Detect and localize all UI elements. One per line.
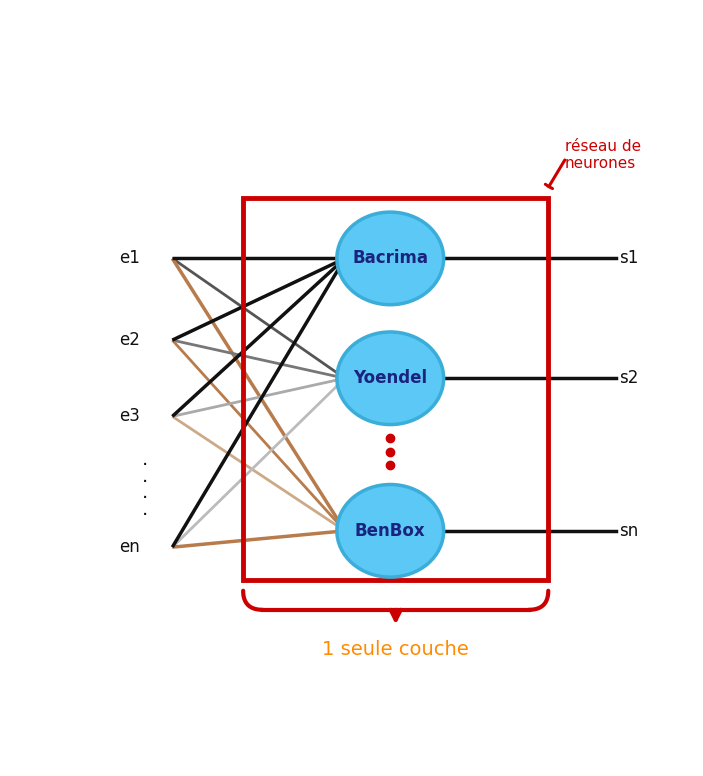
Text: e1: e1 (119, 249, 140, 268)
Ellipse shape (337, 484, 444, 577)
Text: réseau de
neurones: réseau de neurones (565, 139, 640, 171)
Text: s1: s1 (619, 249, 638, 268)
Text: en: en (119, 538, 140, 556)
Text: .: . (142, 500, 148, 518)
Text: Yoendel: Yoendel (353, 369, 427, 387)
Text: e2: e2 (119, 331, 140, 349)
Text: .: . (142, 467, 148, 486)
Text: .: . (142, 483, 148, 502)
Text: 1 seule couche: 1 seule couche (323, 639, 469, 659)
Text: .: . (142, 451, 148, 469)
Text: BenBox: BenBox (355, 521, 425, 540)
Ellipse shape (337, 212, 444, 305)
Text: s2: s2 (619, 369, 638, 387)
Text: sn: sn (619, 521, 638, 540)
Text: e3: e3 (119, 407, 140, 425)
Ellipse shape (337, 332, 444, 424)
Text: Bacrima: Bacrima (352, 249, 428, 268)
Bar (243, 199, 548, 580)
